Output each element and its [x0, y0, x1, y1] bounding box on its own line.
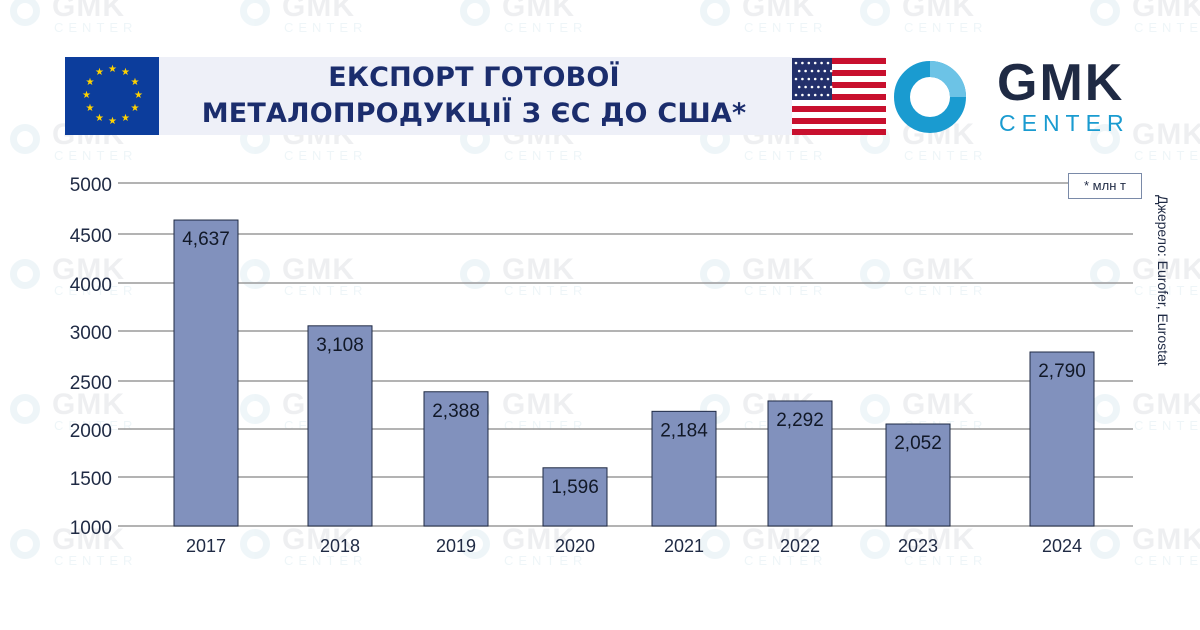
y-tick-label: 2500	[70, 373, 112, 394]
title-line-1: ЕКСПОРТ ГОТОВОЇ	[328, 62, 620, 93]
bar-value-label: 2,790	[1038, 361, 1086, 382]
header-banner: ★ ★ ★ ★ ★ ★ ★ ★ ★ ★ ★ ★ ЕКСПОРТ ГОТОВОЇ МЕТАЛОПРОДУ…	[65, 57, 885, 135]
bar-value-label: 1,596	[551, 477, 599, 498]
us-flag-icon	[792, 58, 886, 135]
y-tick-label: 2000	[70, 421, 112, 442]
bar-value-label: 2,184	[660, 420, 708, 441]
eu-star-icon: ★	[85, 103, 95, 114]
y-tick-label: 5000	[70, 175, 112, 196]
bar-value-label: 4,637	[182, 229, 230, 250]
bar	[885, 423, 951, 527]
x-tick-label: 2017	[186, 536, 226, 556]
x-tick-label: 2021	[664, 536, 704, 556]
x-tick-label: 2018	[320, 536, 360, 556]
bar	[542, 467, 608, 527]
gmk-center-logo: GMK CENTER	[893, 54, 1143, 137]
bar	[767, 400, 833, 527]
source-note: Джерело: Eurofer, Eurostat	[1155, 195, 1175, 405]
x-tick-label: 2019	[436, 536, 476, 556]
bar	[1029, 351, 1095, 527]
eu-star-icon: ★	[82, 90, 91, 101]
eu-star-icon: ★	[134, 90, 143, 101]
bar-value-label: 2,292	[776, 410, 824, 431]
eu-star-icon: ★	[95, 67, 104, 79]
bar	[307, 325, 373, 527]
y-tick-label: 3000	[70, 323, 112, 344]
logo-name: GMK	[997, 54, 1125, 112]
eu-star-icon: ★	[108, 64, 117, 75]
logo-sub: CENTER	[999, 110, 1130, 136]
bar-value-label: 2,388	[432, 401, 480, 422]
bar	[423, 391, 489, 527]
x-tick-label: 2022	[780, 536, 820, 556]
unit-note: * млн т	[1068, 173, 1142, 199]
eu-star-icon: ★	[85, 77, 95, 88]
logo-ring-icon	[894, 61, 966, 133]
eu-star-icon: ★	[95, 112, 104, 124]
y-tick-label: 4500	[70, 226, 112, 247]
source-text: Джерело: Eurofer, Eurostat	[1155, 195, 1171, 366]
eu-star-icon: ★	[108, 116, 117, 127]
chart-title: ЕКСПОРТ ГОТОВОЇ МЕТАЛОПРОДУКЦІЇ З ЄС ДО …	[159, 57, 789, 135]
x-tick-label: 2023	[898, 536, 938, 556]
eu-star-icon: ★	[130, 103, 140, 114]
bar	[651, 410, 717, 527]
bar-value-label: 3,108	[316, 335, 364, 356]
bar-value-label: 2,052	[894, 433, 942, 454]
eu-flag-icon: ★ ★ ★ ★ ★ ★ ★ ★ ★ ★ ★ ★	[65, 57, 159, 135]
title-line-2: МЕТАЛОПРОДУКЦІЇ З ЄС ДО США*	[201, 98, 747, 129]
eu-star-icon: ★	[121, 112, 130, 124]
x-tick-label: 2024	[1042, 536, 1082, 556]
y-tick-label: 4000	[70, 275, 112, 296]
eu-star-icon: ★	[130, 77, 140, 88]
y-tick-label: 1000	[70, 518, 112, 539]
y-tick-label: 1500	[70, 469, 112, 490]
eu-star-icon: ★	[121, 67, 130, 79]
bar	[173, 219, 239, 527]
x-tick-label: 2020	[555, 536, 595, 556]
